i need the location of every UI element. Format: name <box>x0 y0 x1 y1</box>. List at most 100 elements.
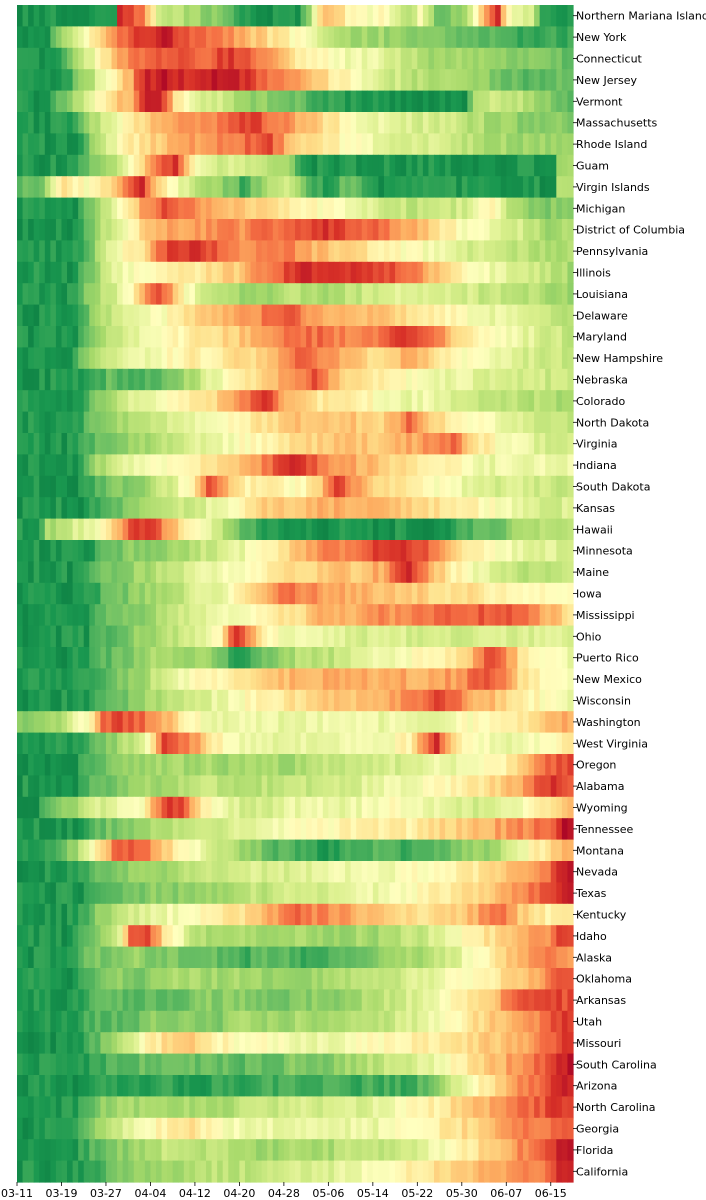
heatmap-cell <box>267 1032 274 1055</box>
heatmap-cell <box>150 518 157 541</box>
heatmap-cell <box>122 347 129 370</box>
heatmap-cell <box>434 261 441 284</box>
heatmap-cell <box>83 26 90 49</box>
heatmap-cell <box>200 989 207 1012</box>
heatmap-cell <box>522 497 530 520</box>
heatmap-cell <box>178 989 185 1012</box>
heatmap-cell <box>328 433 335 455</box>
heatmap-cell <box>261 818 268 841</box>
heatmap-cell <box>244 647 252 669</box>
heatmap-cell <box>333 732 341 755</box>
heatmap-cell <box>339 625 346 648</box>
heatmap-cell <box>350 518 357 541</box>
heatmap-cell <box>300 283 307 306</box>
heatmap-cell <box>189 861 196 883</box>
heatmap-cell <box>461 261 468 284</box>
heatmap-cell <box>383 5 391 27</box>
heatmap-cell <box>150 861 157 883</box>
heatmap-cell <box>39 540 46 562</box>
heatmap-cell <box>144 69 152 92</box>
heatmap-cell <box>511 989 518 1012</box>
heatmap-cell <box>100 326 107 348</box>
heatmap-cell <box>267 754 274 776</box>
heatmap-cell <box>556 112 563 134</box>
heatmap-cell <box>144 261 152 284</box>
heatmap-cell <box>172 154 179 177</box>
heatmap-cell <box>94 154 101 177</box>
heatmap-cell <box>156 411 163 434</box>
heatmap-cell <box>478 968 485 990</box>
heatmap-cell <box>506 1010 513 1033</box>
heatmap-cell <box>450 497 457 520</box>
heatmap-cell <box>139 754 146 776</box>
heatmap-cell <box>311 946 318 969</box>
heatmap-cell <box>83 433 90 455</box>
heatmap-cell <box>328 475 335 498</box>
heatmap-cell <box>428 861 435 883</box>
heatmap-cell <box>50 732 57 755</box>
heatmap-cell <box>567 861 574 883</box>
heatmap-cell <box>428 561 435 584</box>
heatmap-cell <box>528 561 535 584</box>
heatmap-cell <box>528 304 535 327</box>
heatmap-cell <box>250 454 257 477</box>
heatmap-cell <box>461 26 468 49</box>
heatmap-cell <box>272 711 279 734</box>
heatmap-cell <box>17 668 24 691</box>
heatmap-cell <box>389 903 396 926</box>
heatmap-cell <box>439 989 446 1012</box>
heatmap-cell <box>567 283 574 306</box>
heatmap-cell <box>500 861 507 883</box>
heatmap-cell <box>445 368 452 391</box>
heatmap-cell <box>183 775 190 798</box>
heatmap-cell <box>411 197 418 220</box>
heatmap-cell <box>233 989 240 1012</box>
heatmap-cell <box>456 1053 463 1076</box>
heatmap-cell <box>489 497 496 520</box>
heatmap-cell <box>172 133 179 156</box>
heatmap-cell <box>122 326 129 348</box>
heatmap-cell <box>356 347 363 370</box>
heatmap-cell <box>206 304 213 327</box>
heatmap-cell <box>61 882 68 905</box>
heatmap-cell <box>78 90 85 113</box>
heatmap-cell <box>439 647 446 669</box>
heatmap-cell <box>233 561 240 584</box>
heatmap-cell <box>44 518 51 541</box>
heatmap-cell <box>300 497 307 520</box>
heatmap-cell <box>395 283 402 306</box>
heatmap-cell <box>194 304 202 327</box>
heatmap-cell <box>167 861 174 883</box>
heatmap-cell <box>61 540 68 562</box>
heatmap-cell <box>156 582 163 605</box>
heatmap-cell <box>261 968 268 990</box>
heatmap-cell <box>128 347 135 370</box>
heatmap-cell <box>39 433 46 455</box>
heatmap-cell <box>117 689 124 712</box>
heatmap-cell <box>506 5 513 27</box>
heatmap-cell <box>44 47 51 70</box>
heatmap-cell <box>339 903 346 926</box>
heatmap-cell <box>78 754 85 776</box>
heatmap-cell <box>256 326 263 348</box>
heatmap-cell <box>183 475 190 498</box>
heatmap-cell <box>484 283 491 306</box>
heatmap-cell <box>256 946 263 969</box>
heatmap-cell <box>50 882 57 905</box>
heatmap-cell <box>484 176 491 199</box>
heatmap-cell <box>222 711 229 734</box>
heatmap-cell <box>311 925 318 948</box>
heatmap-cell <box>50 796 57 819</box>
heatmap-cell <box>361 1053 368 1076</box>
heatmap-cell <box>167 989 174 1012</box>
heatmap-cell <box>94 133 101 156</box>
heatmap-cell <box>372 625 379 648</box>
heatmap-cell <box>172 968 179 990</box>
heatmap-cell <box>300 219 307 241</box>
heatmap-cell <box>350 261 357 284</box>
heatmap-cell <box>33 475 40 498</box>
heatmap-cell <box>545 176 552 199</box>
heatmap-cell <box>17 946 24 969</box>
heatmap-cell <box>567 454 574 477</box>
heatmap-cell <box>33 818 40 841</box>
